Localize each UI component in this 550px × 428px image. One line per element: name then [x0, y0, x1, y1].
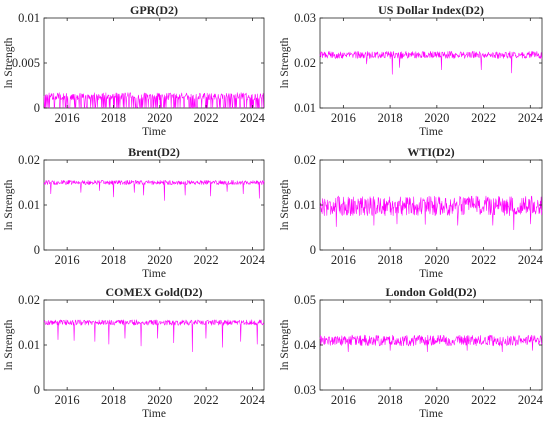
y-tick-label: 0: [34, 101, 40, 115]
subplot-title: GPR(D2): [130, 3, 178, 17]
plot-frame: [43, 17, 265, 109]
y-tick-label: 0.03: [294, 11, 316, 25]
subplot-title: COMEX Gold(D2): [106, 285, 203, 299]
subplot-title: Brent(D2): [128, 145, 180, 159]
y-axis-label: ln Strength: [3, 179, 15, 230]
x-tick-label: 2020: [147, 111, 172, 125]
y-axis-label: ln Strength: [279, 319, 291, 370]
x-axis-label: Time: [142, 126, 166, 138]
x-axis-label: Time: [419, 268, 443, 280]
x-tick-label: 2018: [378, 393, 403, 407]
y-tick-label: 0: [34, 243, 40, 257]
series-line: [319, 51, 543, 75]
y-tick-label: 0.02: [18, 293, 40, 307]
x-tick-label: 2024: [240, 111, 266, 125]
x-tick-label: 2018: [101, 111, 126, 125]
series-line: [319, 195, 543, 231]
x-tick-label: 2022: [471, 253, 496, 267]
y-tick-label: 0.005: [12, 56, 40, 70]
x-tick-label: 2024: [518, 393, 544, 407]
series-line: [319, 334, 543, 353]
x-tick-label: 2022: [471, 393, 496, 407]
y-tick-label: 0.02: [294, 153, 316, 167]
plot-frame: [319, 17, 543, 109]
y-tick-label: 0.01: [18, 198, 40, 212]
x-tick-label: 2016: [55, 253, 80, 267]
subplot-4: 2016 2018 2020 2022 2024 0 0.01 0.02 WTI(D2) Time…: [279, 145, 544, 280]
y-tick-label: 0.01: [294, 101, 316, 115]
x-tick-label: 2018: [101, 253, 126, 267]
x-tick-label: 2018: [101, 393, 126, 407]
x-tick-label: 2016: [331, 393, 356, 407]
x-axis-label: Time: [142, 268, 166, 280]
y-axis-label: ln Strength: [3, 319, 15, 370]
subplot-3: 2016 2018 2020 2022 2024 0 0.01 0.02 Brent(D2) Ti…: [3, 145, 266, 280]
y-axis-label: ln Strength: [279, 37, 291, 88]
x-tick-label: 2022: [194, 253, 219, 267]
subplot-title: WTI(D2): [407, 145, 454, 159]
series-line: [43, 179, 265, 201]
x-tick-label: 2018: [378, 253, 403, 267]
y-tick-label: 0.05: [294, 293, 316, 307]
subplot-6: 2016 2018 2020 2022 2024 0.03 0.04 0.05 London G…: [279, 285, 544, 420]
x-tick-label: 2024: [518, 253, 544, 267]
x-tick-label: 2022: [194, 111, 219, 125]
y-axis-label: ln Strength: [3, 37, 15, 88]
series-line: [43, 92, 265, 109]
subplot-5: 2016 2018 2020 2022 2024 0 0.01 0.02 COMEX Gold(…: [3, 285, 266, 420]
x-tick-label: 2020: [147, 253, 172, 267]
y-tick-label: 0.01: [294, 198, 316, 212]
subplot-2: 2016 2018 2020 2022 2024 0.01 0.02 0.03 US Dolla…: [279, 3, 544, 138]
y-tick-label: 0: [310, 243, 316, 257]
x-tick-label: 2016: [55, 393, 80, 407]
x-tick-label: 2020: [147, 393, 172, 407]
y-tick-label: 0.04: [294, 338, 317, 352]
x-axis-label: Time: [419, 126, 443, 138]
x-tick-label: 2024: [240, 253, 266, 267]
x-tick-label: 2020: [424, 393, 449, 407]
x-axis-label: Time: [142, 408, 166, 420]
y-axis-label: ln Strength: [279, 179, 291, 230]
x-tick-label: 2022: [194, 393, 219, 407]
subplot-title: London Gold(D2): [385, 285, 476, 299]
x-tick-label: 2024: [240, 393, 266, 407]
x-tick-label: 2024: [518, 111, 544, 125]
y-tick-label: 0.01: [18, 338, 40, 352]
x-tick-label: 2016: [331, 253, 356, 267]
plot-frame: [43, 159, 265, 251]
x-tick-label: 2022: [471, 111, 496, 125]
y-tick-label: 0: [34, 383, 40, 397]
subplot-title: US Dollar Index(D2): [378, 3, 484, 17]
x-tick-label: 2020: [424, 111, 449, 125]
x-tick-label: 2020: [424, 253, 449, 267]
y-tick-label: 0.02: [294, 56, 316, 70]
subplot-1: 2016 2018 2020 2022 2024 0 0.005 0.01 GPR(D2) Tim…: [3, 3, 266, 138]
plot-frame: [319, 299, 543, 391]
plot-frame: [43, 299, 265, 391]
y-tick-label: 0.03: [294, 383, 316, 397]
series-line: [43, 319, 265, 353]
y-tick-label: 0.02: [18, 153, 40, 167]
x-tick-label: 2016: [55, 111, 80, 125]
x-tick-label: 2018: [378, 111, 403, 125]
y-tick-label: 0.01: [18, 11, 40, 25]
x-axis-label: Time: [419, 408, 443, 420]
x-tick-label: 2016: [331, 111, 356, 125]
